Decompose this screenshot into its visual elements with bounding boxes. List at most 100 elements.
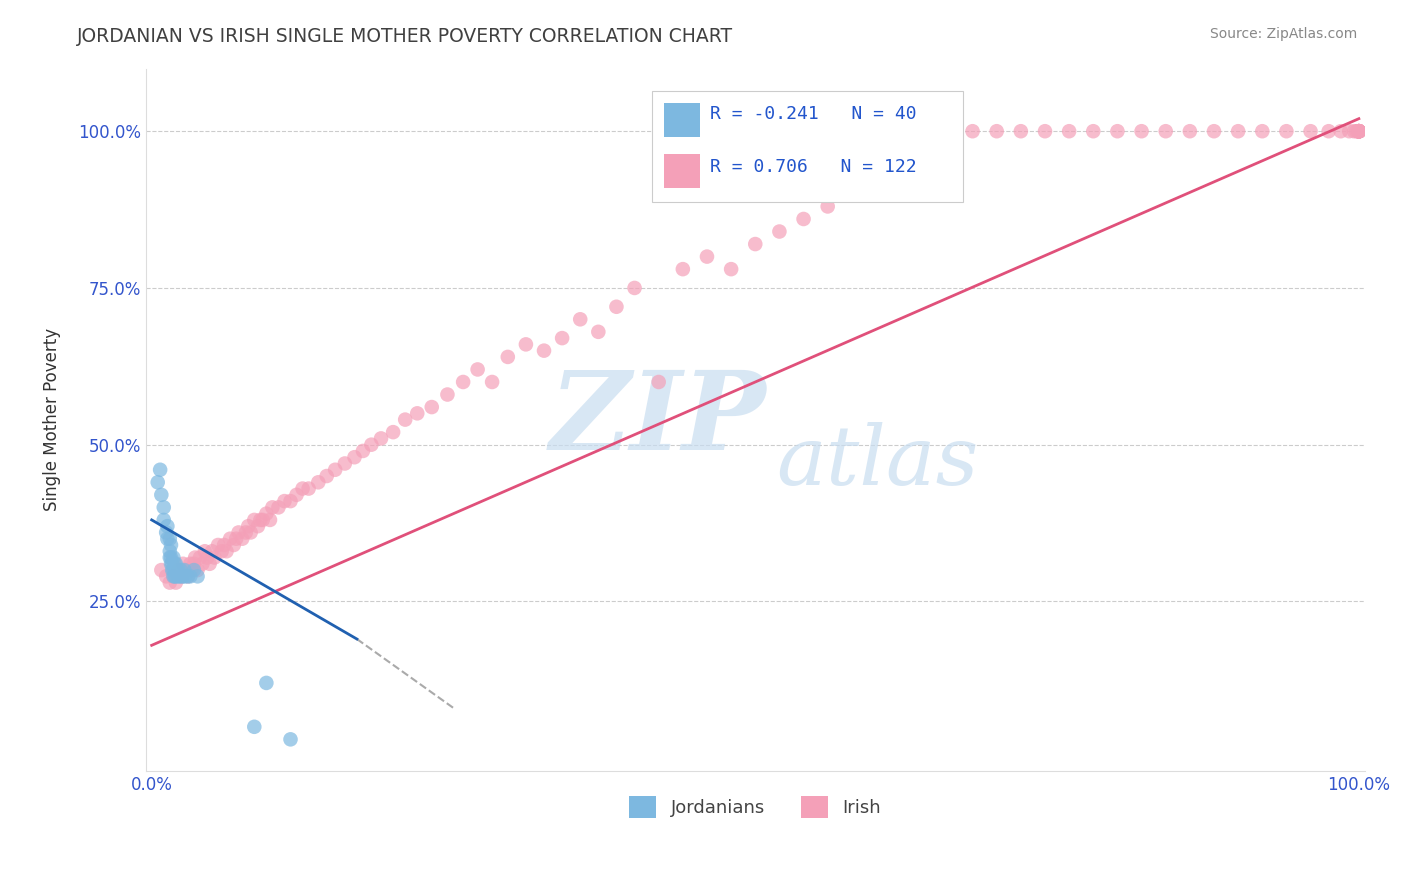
Point [1339,124,1361,138]
Point [394,412,416,426]
Point [187,563,209,577]
Point [149,463,172,477]
Point [167,563,190,577]
Point [167,563,190,577]
Point [249,513,271,527]
Point [219,532,242,546]
Point [174,563,197,577]
Point [1347,124,1369,138]
Point [179,569,201,583]
Point [235,525,257,540]
Point [165,575,187,590]
Point [159,550,181,565]
Point [865,174,887,188]
Point [163,569,186,583]
Point [267,500,290,515]
Point [188,550,211,565]
Point [170,569,193,583]
Point [159,575,181,590]
Point [156,519,179,533]
Point [177,569,200,583]
Point [551,331,574,345]
Point [163,557,186,571]
Point [165,557,187,571]
Point [160,550,183,565]
Point [672,262,695,277]
Point [1347,124,1369,138]
Point [1317,124,1340,138]
Point [172,557,194,571]
Point [173,563,195,577]
Point [481,375,503,389]
Point [343,450,366,465]
Point [155,569,177,583]
Legend: Jordanians, Irish: Jordanians, Irish [621,789,889,825]
Point [533,343,555,358]
Point [889,155,911,169]
Point [1083,124,1105,138]
Point [215,544,238,558]
Point [1347,124,1369,138]
Point [1347,124,1369,138]
FancyBboxPatch shape [664,154,700,188]
Point [370,431,392,445]
Point [184,550,207,565]
Point [605,300,627,314]
Point [252,513,274,527]
Point [228,525,250,540]
Point [174,569,197,583]
Point [467,362,489,376]
Point [986,124,1008,138]
Point [150,563,173,577]
Point [160,557,183,571]
Point [231,532,253,546]
Point [515,337,537,351]
Point [254,507,277,521]
Point [1107,124,1129,138]
Point [647,375,669,389]
Point [162,569,184,583]
Point [195,550,218,565]
Point [201,544,224,558]
Point [793,211,815,226]
Point [744,237,766,252]
Point [222,538,245,552]
Point [436,387,458,401]
Point [204,550,226,565]
Point [962,124,984,138]
Point [307,475,329,490]
Point [938,130,960,145]
Point [1010,124,1032,138]
Point [841,186,863,201]
Point [1347,124,1369,138]
Point [720,262,742,277]
Point [451,375,474,389]
Point [172,569,194,583]
Point [1347,124,1369,138]
FancyBboxPatch shape [664,103,700,136]
Point [315,469,337,483]
Point [212,538,235,552]
Point [297,482,319,496]
Point [496,350,519,364]
Point [1347,124,1369,138]
Point [160,557,183,571]
Point [1178,124,1201,138]
Point [1347,124,1369,138]
Point [285,488,308,502]
Point [1347,124,1369,138]
Point [1347,124,1369,138]
Point [146,475,169,490]
Text: atlas: atlas [776,422,979,501]
Text: JORDANIAN VS IRISH SINGLE MOTHER POVERTY CORRELATION CHART: JORDANIAN VS IRISH SINGLE MOTHER POVERTY… [77,27,734,45]
Point [150,488,173,502]
Point [166,563,188,577]
Point [180,563,202,577]
Point [207,538,229,552]
Point [156,532,179,546]
Point [1347,124,1369,138]
Text: Source: ZipAtlas.com: Source: ZipAtlas.com [1209,27,1357,41]
Point [239,525,262,540]
Point [183,557,205,571]
Point [1347,124,1369,138]
